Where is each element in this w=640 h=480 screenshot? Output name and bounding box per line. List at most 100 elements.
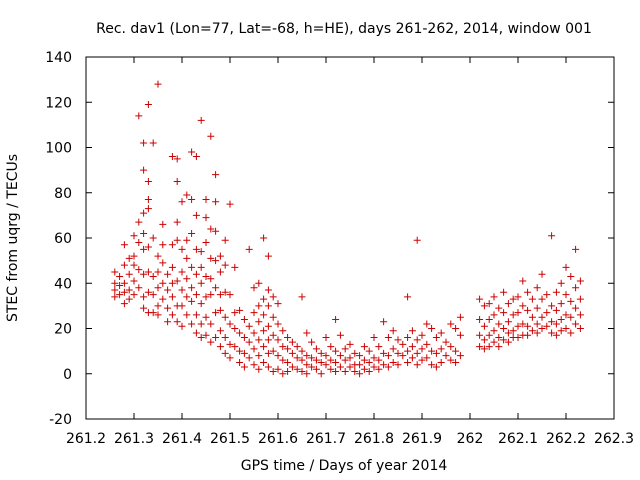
data-point [279,327,287,335]
x-axis-label: GPS time / Days of year 2014 [241,458,448,474]
data-point [149,291,157,299]
data-point [528,327,536,335]
y-tick-label: 140 [45,50,72,66]
data-point [125,254,133,262]
data-point [264,252,272,260]
data-point [428,325,436,332]
data-point [447,320,455,328]
x-tick-label: 261.9 [402,431,442,447]
data-point [576,295,584,303]
data-point [168,263,176,271]
data-point [557,327,565,335]
data-point [504,300,512,308]
data-point [312,345,320,353]
data-point [188,229,196,237]
data-point [413,336,421,344]
data-point [317,370,325,378]
data-point [356,361,364,369]
data-point [164,304,172,312]
data-point [192,211,200,219]
data-point [480,345,488,353]
y-tick-label: 120 [45,95,72,111]
data-point [509,327,517,335]
data-point [197,279,205,287]
data-point [322,334,330,342]
data-point [346,340,354,348]
data-point [269,293,277,301]
data-point [188,196,196,204]
data-point [308,363,316,371]
data-point [428,347,436,355]
data-point [202,293,210,301]
data-point [519,320,527,328]
data-point [543,309,551,317]
data-point [360,343,368,351]
data-point [408,327,416,335]
data-point [207,275,215,283]
data-point [168,241,176,249]
data-point [370,334,378,342]
data-point [178,322,186,330]
data-point [260,358,268,366]
data-point [293,343,301,351]
data-point [509,311,517,319]
data-point [125,295,133,303]
data-point [264,286,272,294]
y-axis-label: STEC from uqrg / TECUs [5,154,21,322]
data-point [495,304,503,312]
data-point [197,248,205,256]
data-point [135,239,143,247]
data-point [370,363,378,371]
data-point [423,354,431,362]
data-point [221,236,229,244]
data-point [260,343,268,351]
data-point [149,309,157,317]
data-point [562,325,570,332]
data-point [428,361,436,369]
data-point [240,349,248,357]
data-point [116,272,124,280]
data-point [154,284,162,292]
data-point [485,331,493,339]
data-point [442,338,450,346]
x-tick-label: 261.2 [66,431,106,447]
data-point [360,365,368,373]
data-point [365,367,373,375]
data-point [269,313,277,321]
data-point [485,343,493,351]
data-point [202,272,210,280]
data-point [480,336,488,344]
data-point [149,139,157,147]
data-point [159,279,167,287]
data-point [336,352,344,360]
data-point [202,196,210,204]
data-point [236,306,244,314]
data-point [173,177,181,185]
data-point [178,245,186,253]
data-point [154,268,162,276]
data-point [303,329,311,337]
data-point [389,345,397,353]
data-point [500,288,508,296]
data-point [404,358,412,366]
data-point [173,155,181,163]
data-point [452,358,460,366]
data-point [164,270,172,278]
data-point [284,358,292,366]
data-point [418,331,426,339]
data-point [111,293,119,301]
data-point [240,315,248,323]
y-tick-label: 80 [54,186,72,202]
data-point [216,306,224,314]
data-point [490,338,498,346]
data-point [255,318,263,326]
data-point [221,349,229,357]
data-point [250,329,258,337]
x-tick-label: 261.5 [210,431,250,447]
data-point [212,309,220,317]
data-point [250,309,258,317]
data-point [192,270,200,278]
data-point [456,352,464,360]
data-point [423,320,431,328]
data-point [519,302,527,310]
